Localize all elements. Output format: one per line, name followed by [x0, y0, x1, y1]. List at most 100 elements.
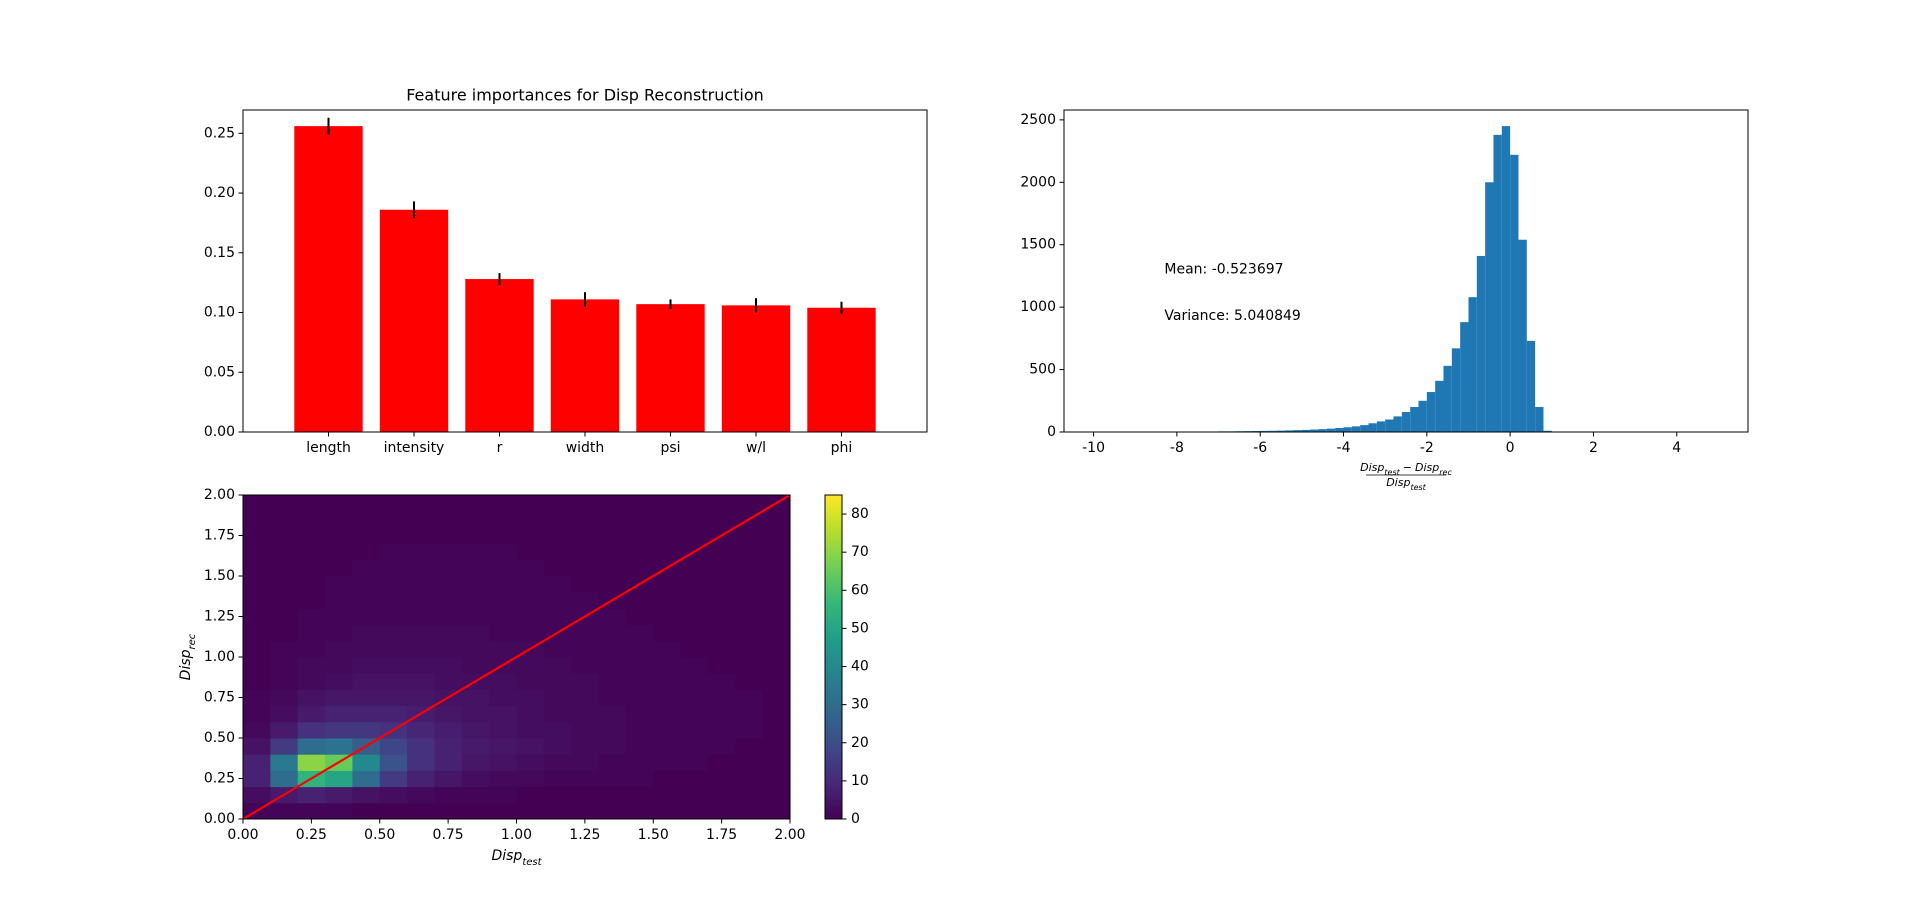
colorbar-swatch [825, 799, 842, 804]
heatmap-cell [762, 511, 791, 528]
colorbar-swatch [825, 647, 842, 652]
heatmap-cell [243, 754, 271, 771]
heatmap-cell [543, 608, 572, 626]
heatmap-cell [516, 786, 545, 804]
heatmap-cell [297, 689, 326, 707]
colorbar-swatch [825, 563, 842, 567]
heatmap-cell [325, 592, 353, 609]
heatmap-cell [653, 495, 682, 512]
heatmap-cell [352, 721, 381, 739]
heatmap-cell [680, 657, 709, 674]
colorbar-swatch [825, 540, 842, 545]
label-part: test [522, 857, 542, 868]
heatmap-cell [707, 721, 736, 739]
heatmap-cell [461, 511, 490, 528]
colorbar-swatch [825, 550, 842, 554]
heatmap-cell [653, 802, 682, 820]
x-tick-label: 1.50 [638, 827, 669, 843]
colorbar-swatch [825, 796, 842, 801]
y-tick-label: 30 [851, 697, 869, 713]
heatmap-cell [680, 721, 709, 739]
heatmap-cell [625, 511, 654, 528]
heatmap-cell [653, 657, 682, 674]
colorbar-swatch [825, 657, 842, 661]
heatmap-cell [762, 543, 791, 561]
heatmap-cell [571, 689, 600, 707]
heatmap-cell [325, 705, 353, 723]
heatmap-cell [680, 770, 709, 788]
heatmap-cell [571, 495, 600, 512]
heatmap-cell [489, 511, 517, 528]
x-label-denominator: Disptest [1386, 476, 1426, 492]
histogram-bar [1293, 430, 1302, 432]
heatmap-cell [516, 721, 545, 739]
x-tick-label: phi [831, 440, 853, 456]
heatmap-cell [434, 802, 463, 820]
colorbar-swatch [825, 556, 842, 561]
heatmap-cell [243, 576, 271, 593]
heatmap-cell [407, 495, 435, 512]
colorbar-swatch [825, 754, 842, 758]
heatmap-cell [489, 495, 517, 512]
heatmap-cell [543, 495, 572, 512]
heatmap-cell [407, 511, 435, 528]
histogram-bar [1518, 239, 1527, 432]
heatmap-cell [762, 721, 791, 739]
heatmap-cell [543, 640, 572, 658]
x-tick-label: width [566, 440, 605, 456]
colorbar-swatch [825, 530, 842, 535]
heatmap-cell [516, 770, 545, 788]
histogram-bar [1310, 429, 1319, 432]
heatmap-cell [680, 511, 709, 528]
heatmap-cell [297, 608, 326, 626]
heatmap-cell [680, 640, 709, 658]
heatmap-cell [598, 721, 627, 739]
heatmap-cell [379, 511, 408, 528]
label-part: test [1384, 468, 1400, 477]
histogram-bar [1268, 430, 1277, 432]
heatmap-cell [625, 802, 654, 820]
annotation: Variance: 5.040849 [1164, 308, 1300, 324]
heatmap-cell [461, 754, 490, 771]
heatmap-cell [571, 673, 600, 690]
colorbar-swatch [825, 566, 842, 571]
heatmap-cell [680, 495, 709, 512]
y-tick-label: 0.75 [204, 690, 235, 706]
heatmap-cell [625, 770, 654, 788]
heatmap-cell [625, 495, 654, 512]
heatmap-cell [707, 657, 736, 674]
heatmap-cell [543, 559, 572, 577]
y-tick-label: 0 [1047, 424, 1056, 440]
y-tick-label: 80 [851, 506, 869, 522]
heatmap-cell [735, 689, 764, 707]
heatmap-cell [653, 689, 682, 707]
heatmap-cell [434, 657, 463, 674]
bar [294, 126, 363, 432]
heatmap-cell [735, 721, 764, 739]
heatmap-cell [571, 527, 600, 545]
heatmap-cell [707, 770, 736, 788]
heatmap-cell [598, 495, 627, 512]
heatmap-cell [407, 527, 435, 545]
heatmap-cell [653, 527, 682, 545]
heatmap-cell [707, 559, 736, 577]
heatmap-cell [735, 576, 764, 593]
heatmap-cell [735, 592, 764, 609]
colorbar-swatch [825, 520, 842, 525]
heatmap-cell [270, 802, 299, 820]
heatmap-cell [489, 559, 517, 577]
colorbar-swatch [825, 669, 842, 674]
heatmap-cell [379, 689, 408, 707]
heatmap-cell [598, 673, 627, 690]
heatmap-cell [598, 738, 627, 755]
heatmap-cell [680, 754, 709, 771]
colorbar-swatch [825, 682, 842, 687]
heatmap-cell [434, 608, 463, 626]
heatmap-cell [407, 754, 435, 771]
heatmap-cell [680, 576, 709, 593]
heatmap-cell [325, 770, 353, 788]
heatmap-cell [489, 527, 517, 545]
colorbar-swatch [825, 592, 842, 596]
colorbar-swatch [825, 631, 842, 635]
histogram-bar [1351, 426, 1361, 432]
